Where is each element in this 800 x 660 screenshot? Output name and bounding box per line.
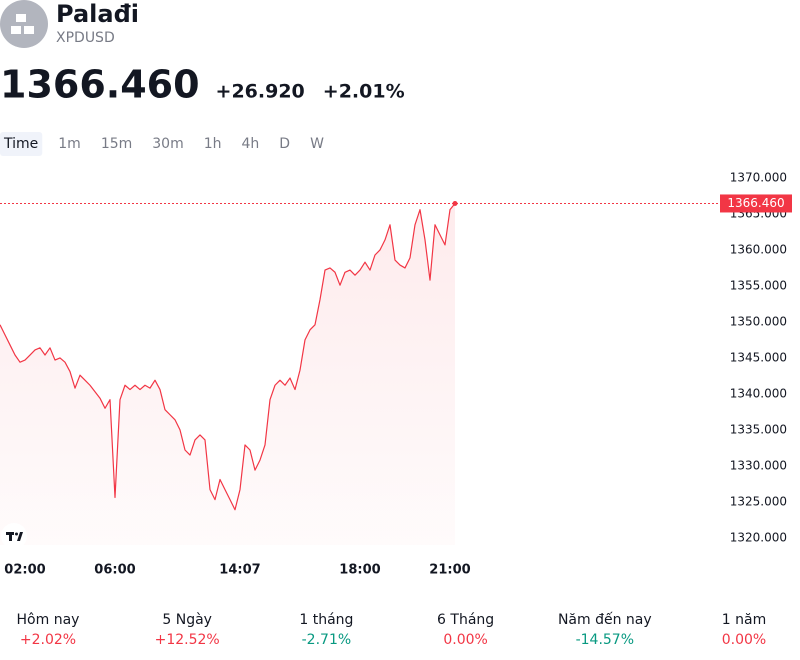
timeframe-tabs: Time 1m 15m 30m 1h 4h D W <box>0 132 324 156</box>
tab[interactable]: Time <box>3 136 38 152</box>
last-price-box <box>720 194 792 213</box>
price-change: +26.920 <box>216 81 305 103</box>
x-tick-label: 14:07 <box>219 563 260 578</box>
performance-label: 6 Tháng <box>437 612 494 628</box>
y-tick-label: 1350.000 <box>730 314 787 328</box>
chart: 1320.000 1325.000 1330.000 1335.000 1340.000… <box>0 170 792 578</box>
symbol-icon <box>0 0 48 48</box>
price-line <box>0 203 456 511</box>
symbol: XPDUSD <box>56 30 115 46</box>
tradingview-logo <box>1 523 27 549</box>
performance-value: 0.00% <box>722 632 766 648</box>
x-tick-label: 02:00 <box>4 563 45 578</box>
price-change-percent: +2.01% <box>323 81 405 103</box>
y-tick-label: 1355.000 <box>730 278 787 292</box>
tab[interactable]: D <box>279 136 290 152</box>
performance-value: -2.71% <box>302 632 352 648</box>
price: 1366.460 <box>0 63 200 107</box>
x-tick-label: 06:00 <box>94 563 135 578</box>
last-point <box>452 200 458 206</box>
performance-value: +12.52% <box>155 632 220 648</box>
area <box>0 203 455 545</box>
performance-label: 1 tháng <box>299 612 353 628</box>
tab[interactable]: 1h <box>204 136 222 152</box>
performance-label: 1 năm <box>722 612 766 628</box>
tab[interactable]: W <box>310 136 324 152</box>
y-tick-label: 1370.000 <box>730 170 787 184</box>
performance-value: 0.00% <box>443 632 487 648</box>
performance-value: -14.57% <box>576 632 634 648</box>
y-tick-label: 1320.000 <box>730 530 787 544</box>
tab-active-bg <box>0 132 43 156</box>
tab[interactable]: 1m <box>58 136 81 152</box>
y-tick-label: 1330.000 <box>730 458 787 472</box>
x-tick-label: 21:00 <box>429 563 470 578</box>
y-tick-label: 1325.000 <box>730 494 787 508</box>
performance-row: Hôm nay +2.02% 5 Ngày +12.52% 1 tháng -2.71% 6… <box>17 611 767 648</box>
x-tick-label: 18:00 <box>339 563 380 578</box>
tab[interactable]: 4h <box>242 136 260 152</box>
y-tick-label: 1345.000 <box>730 350 787 364</box>
tab[interactable]: 30m <box>152 136 183 152</box>
y-tick-label: 1340.000 <box>730 386 787 400</box>
y-tick-label: 1360.000 <box>730 242 787 256</box>
title: Palađi <box>56 0 139 28</box>
y-tick-label: 1335.000 <box>730 422 787 436</box>
performance-label: Năm đến nay <box>558 611 652 628</box>
performance-value: +2.02% <box>20 632 76 648</box>
performance-label: Hôm nay <box>17 612 80 628</box>
performance-label: 5 Ngày <box>162 612 212 628</box>
last-price-label: 1366.460 <box>727 196 784 210</box>
tab[interactable]: 15m <box>101 136 132 152</box>
